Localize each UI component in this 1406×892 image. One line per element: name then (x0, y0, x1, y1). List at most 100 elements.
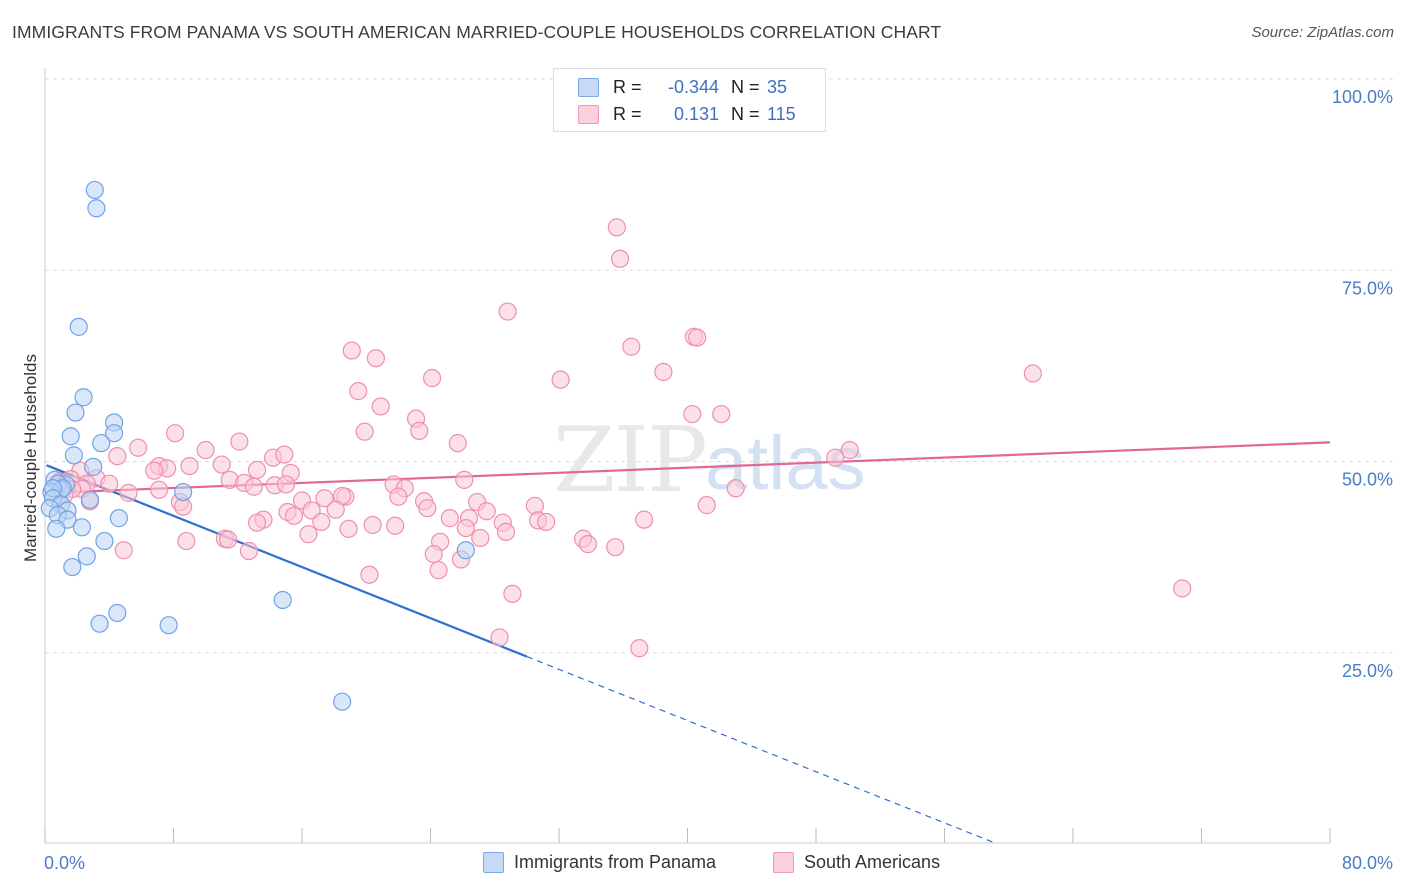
point-south-americans (371, 397, 390, 416)
series-name-panama: Immigrants from Panama (514, 852, 717, 872)
point-south-americans (145, 461, 164, 480)
point-south-americans (299, 525, 318, 544)
point-south-americans (456, 518, 475, 538)
point-south-americans (1173, 579, 1192, 598)
watermark-zip: ZIP (553, 408, 708, 513)
point-panama (108, 603, 127, 623)
point-south-americans (100, 474, 119, 493)
point-panama (47, 519, 66, 538)
y-tick-label: 100.0% (1332, 87, 1393, 107)
point-south-americans (498, 302, 517, 321)
x-tick-label: 80.0% (1342, 853, 1393, 873)
legend-r-label: R = (613, 103, 642, 124)
point-panama (92, 434, 111, 453)
point-south-americans (423, 369, 442, 388)
point-panama (273, 590, 292, 610)
point-south-americans (440, 509, 459, 528)
point-panama (104, 424, 124, 443)
point-south-americans (688, 328, 707, 347)
point-south-americans (490, 628, 509, 647)
point-south-americans (129, 438, 148, 457)
legend-row-south-americans: R = 0.131 N = 115 (578, 102, 796, 126)
point-south-americans (386, 516, 405, 535)
point-south-americans (448, 434, 467, 453)
legend-n-value: 115 (767, 103, 796, 124)
legend-r-value: 0.131 (673, 103, 719, 124)
point-south-americans (683, 404, 702, 424)
point-south-americans (826, 448, 845, 467)
chart-title: IMMIGRANTS FROM PANAMA VS SOUTH AMERICAN… (12, 22, 942, 42)
point-panama (85, 180, 104, 200)
point-south-americans (429, 561, 448, 580)
point-panama (74, 388, 93, 407)
series-swatch-panama (483, 852, 504, 873)
legend-n-value: 35 (767, 76, 788, 97)
point-panama (87, 199, 106, 218)
series-legend: Immigrants from Panama South Americans (0, 852, 1406, 878)
point-south-americans (551, 370, 570, 389)
point-panama (66, 403, 85, 422)
point-south-americans (610, 249, 630, 268)
point-south-americans (212, 455, 231, 474)
point-panama (159, 616, 178, 635)
point-panama (69, 317, 88, 336)
point-south-americans (355, 422, 374, 441)
point-south-americans (196, 440, 215, 460)
point-south-americans (840, 440, 859, 460)
point-south-americans (276, 475, 296, 494)
point-south-americans (312, 512, 331, 532)
point-south-americans (477, 502, 496, 521)
point-south-americans (326, 500, 345, 519)
y-axis-label: Married-couple Households (21, 354, 40, 562)
point-south-americans (275, 445, 294, 464)
point-south-americans (339, 519, 358, 538)
point-panama (61, 427, 80, 446)
point-panama (95, 531, 114, 551)
legend-swatch-panama (578, 77, 599, 97)
point-panama (333, 692, 352, 711)
legend-n-label: N = (731, 76, 760, 97)
point-south-americans (418, 499, 437, 518)
tick-labels: 100.0% 75.0% 50.0% 25.0% 0.0% 80.0% (44, 87, 1393, 873)
point-south-americans (360, 565, 379, 584)
source-label: Source: ZipAtlas.com (1251, 24, 1394, 41)
point-panama (84, 457, 103, 476)
legend-n-label: N = (731, 103, 760, 124)
point-south-americans (606, 538, 625, 557)
correlation-legend: R = -0.344 N = 35 R = 0.131 N = 115 (553, 68, 826, 132)
point-south-americans (349, 382, 368, 401)
y-tick-label: 75.0% (1342, 278, 1393, 298)
point-panama (77, 547, 96, 566)
trend-line-panama-extension (526, 656, 993, 843)
axes (44, 68, 1331, 844)
series-legend-panama: Immigrants from Panama (483, 852, 716, 873)
point-south-americans (622, 337, 641, 356)
point-south-americans (726, 479, 745, 498)
point-south-americans (607, 218, 626, 237)
point-south-americans (712, 404, 731, 424)
point-south-americans (284, 506, 304, 525)
trend-lines (46, 441, 1331, 843)
x-tick-label: 0.0% (44, 853, 85, 873)
point-south-americans (537, 512, 556, 532)
point-panama (456, 541, 475, 560)
point-south-americans (455, 470, 474, 489)
point-panama (72, 518, 92, 537)
y-tick-label: 25.0% (1342, 661, 1393, 681)
series-name-south-americans: South Americans (804, 852, 941, 872)
point-panama (109, 509, 128, 528)
point-south-americans (389, 487, 408, 506)
point-south-americans (471, 528, 490, 548)
point-south-americans (315, 489, 334, 508)
point-panama (174, 483, 193, 502)
point-south-americans (149, 480, 169, 499)
point-south-americans (1023, 364, 1042, 383)
point-south-americans (180, 456, 199, 476)
point-south-americans (108, 447, 127, 466)
point-panama (80, 490, 100, 509)
point-south-americans (366, 349, 385, 368)
point-south-americans (410, 421, 429, 440)
point-south-americans (635, 510, 654, 529)
point-south-americans (166, 424, 185, 443)
